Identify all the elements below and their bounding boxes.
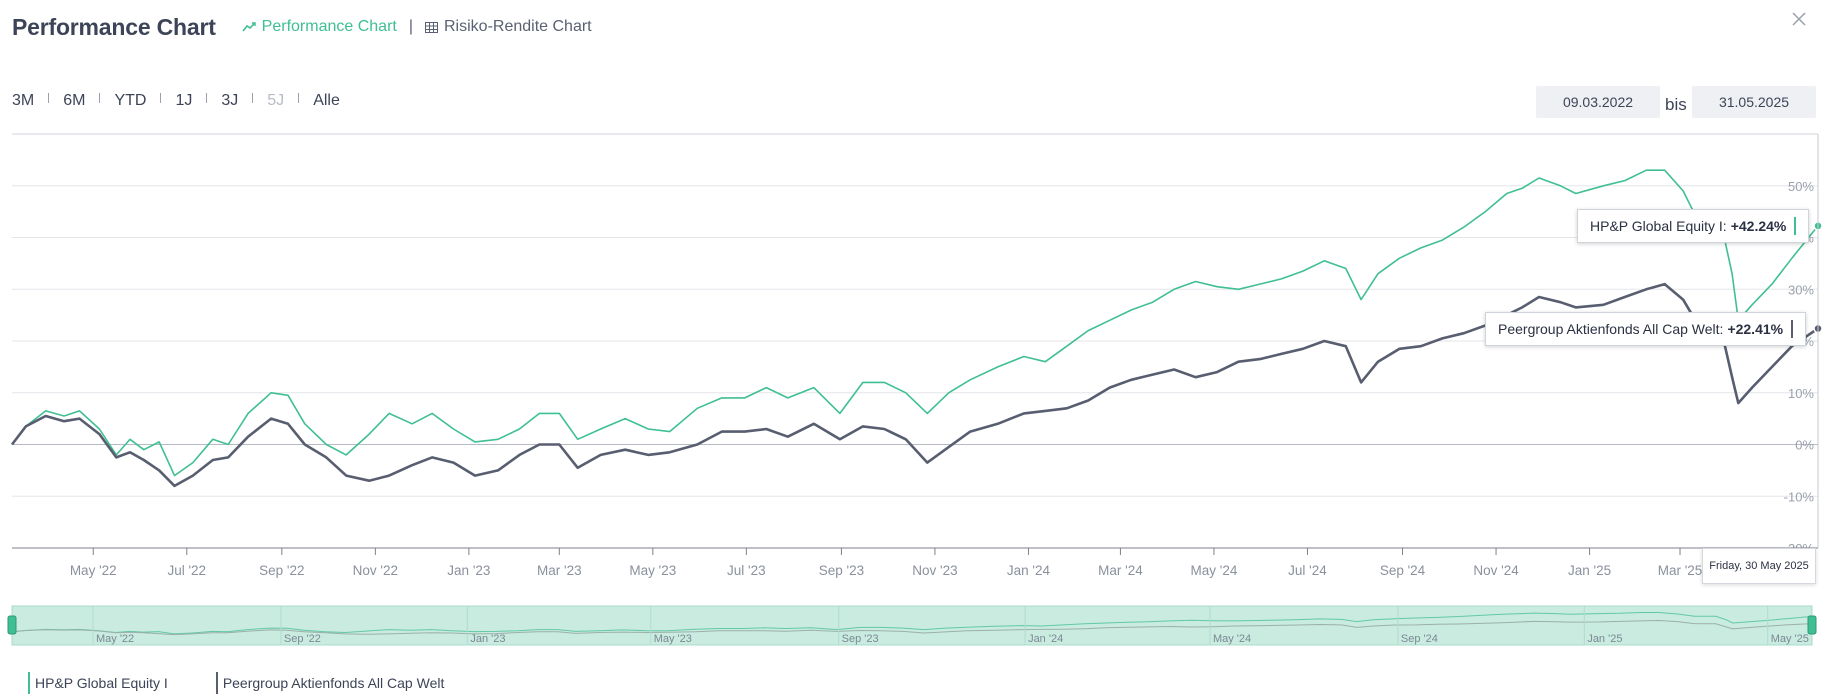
tab-label: Performance Chart	[261, 18, 397, 35]
tooltip-value: +42.24%	[1730, 218, 1787, 234]
x-tick-label: Nov '22	[353, 563, 398, 578]
range-button-ytd[interactable]: YTD	[114, 92, 147, 109]
navigator-label: Jan '25	[1587, 633, 1622, 645]
x-tick-label: Jul '22	[167, 563, 206, 578]
series2-tooltip: Peergroup Aktienfonds All Cap Welt: +22.…	[1485, 312, 1807, 346]
range-button-6m[interactable]: 6M	[63, 92, 86, 109]
tooltip-label: HP&P Global Equity I:	[1590, 218, 1727, 234]
x-tick-label: Jul '24	[1288, 563, 1327, 578]
x-tick-label: Jan '24	[1007, 563, 1051, 578]
y-tick-label: 10%	[1788, 386, 1814, 401]
x-tick-label: Mar '25	[1658, 563, 1703, 578]
legend-label: Peergroup Aktienfonds All Cap Welt	[222, 675, 445, 691]
range-divider	[298, 93, 300, 103]
line-chart-icon	[242, 22, 256, 32]
range-button-3m[interactable]: 3M	[12, 92, 35, 109]
date-to-input[interactable]: 31.05.2025	[1692, 86, 1816, 118]
tooltip-value: +22.41%	[1727, 321, 1784, 337]
range-button-1j[interactable]: 1J	[175, 92, 193, 109]
x-tick-label: Jan '25	[1568, 563, 1611, 578]
range-divider	[160, 93, 162, 103]
navigator-label: Jan '23	[470, 633, 505, 645]
x-tick-label: Mar '24	[1098, 563, 1143, 578]
navigator-label: Sep '22	[284, 633, 321, 645]
x-tick-label: May '22	[70, 563, 117, 578]
navigator-label: Sep '24	[1401, 633, 1438, 645]
x-tick-label: Jul '23	[727, 563, 766, 578]
date-tooltip: Friday, 30 May 2025	[1702, 548, 1816, 584]
x-tick-label: Sep '23	[819, 563, 864, 578]
range-selector: 3M 6M YTD 1J 3J 5J Alle	[12, 92, 340, 110]
series-line-2	[10, 282, 1819, 488]
x-tick-label: Sep '24	[1380, 563, 1426, 578]
legend-swatch	[215, 672, 218, 694]
range-divider	[252, 93, 254, 103]
navigator-label: Jan '24	[1028, 633, 1063, 645]
chart-legend: HP&P Global Equity I Peergroup Aktienfon…	[28, 672, 492, 694]
navigator-label: May '24	[1213, 633, 1251, 645]
tooltip-color-bar	[1791, 320, 1794, 338]
navigator-window	[11, 605, 1813, 646]
range-button-alle[interactable]: Alle	[313, 92, 340, 109]
legend-label: HP&P Global Equity I	[35, 675, 168, 691]
y-tick-label: 0%	[1795, 438, 1814, 453]
legend-swatch	[28, 672, 30, 694]
x-tick-label: Nov '24	[1473, 563, 1519, 578]
tab-separator: |	[408, 18, 413, 35]
tab-performance-chart[interactable]: Performance Chart	[242, 18, 397, 36]
y-tick-label: 30%	[1788, 282, 1814, 297]
tab-risk-return-chart[interactable]: Risiko-Rendite Chart	[425, 18, 592, 36]
range-button-5j: 5J	[267, 92, 285, 109]
range-divider	[48, 93, 50, 103]
chart-header: Performance Chart Performance Chart | Ri…	[12, 10, 592, 44]
date-range-separator: bis	[1665, 95, 1687, 114]
series1-tooltip: HP&P Global Equity I: +42.24%	[1577, 209, 1810, 243]
x-tick-label: Nov '23	[912, 563, 957, 578]
y-tick-label: 50%	[1788, 179, 1814, 194]
date-from-input[interactable]: 09.03.2022	[1536, 86, 1660, 118]
tab-label: Risiko-Rendite Chart	[444, 18, 592, 35]
tooltip-color-bar	[1794, 217, 1797, 235]
x-tick-label: May '23	[629, 563, 676, 578]
x-tick-label: Sep '22	[259, 563, 304, 578]
range-divider	[206, 93, 208, 103]
page-title: Performance Chart	[12, 13, 216, 40]
navigator-label: Sep '23	[842, 633, 879, 645]
range-divider	[99, 93, 101, 103]
x-tick-label: Mar '23	[537, 563, 582, 578]
legend-item-series1[interactable]: HP&P Global Equity I	[28, 672, 168, 694]
table-icon	[425, 21, 438, 33]
legend-item-series2[interactable]: Peergroup Aktienfonds All Cap Welt	[215, 672, 445, 694]
x-tick-label: May '24	[1191, 563, 1238, 578]
series-line-1	[11, 169, 1819, 477]
navigator-series-2	[11, 619, 1813, 636]
y-tick-label: -10%	[1784, 489, 1815, 504]
tooltip-label: Peergroup Aktienfonds All Cap Welt:	[1498, 321, 1724, 337]
navigator-label: May '25	[1771, 633, 1809, 645]
navigator-handle-right[interactable]	[1807, 615, 1817, 635]
navigator-series-1	[11, 612, 1813, 635]
x-tick-label: Jan '23	[447, 563, 490, 578]
navigator-handle-left[interactable]	[7, 615, 17, 635]
range-button-3j[interactable]: 3J	[221, 92, 239, 109]
close-icon[interactable]	[1792, 12, 1806, 31]
navigator-label: May '22	[96, 633, 134, 645]
navigator-label: May '23	[654, 633, 692, 645]
